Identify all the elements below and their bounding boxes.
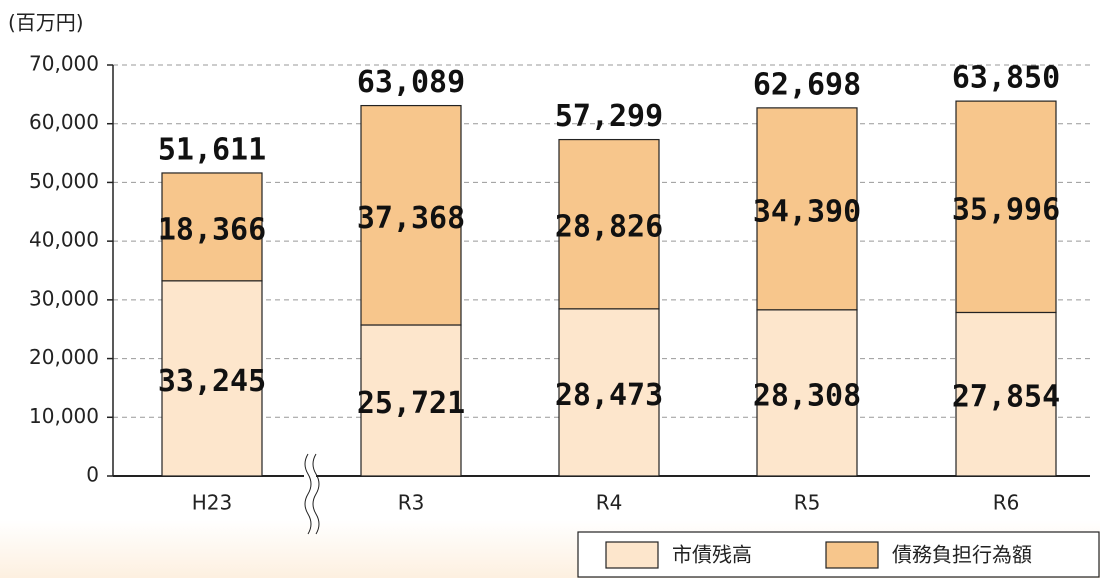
legend-label: 債務負担行為額 xyxy=(892,543,1032,567)
bar-segment xyxy=(360,324,462,477)
y-tick-label: 70,000 xyxy=(29,52,99,76)
value-label: 37,368 xyxy=(357,201,465,236)
value-label: 35,996 xyxy=(952,192,1060,227)
x-tick-label: H23 xyxy=(192,491,233,515)
value-label: 28,826 xyxy=(555,210,663,245)
bar-segment xyxy=(161,172,263,282)
total-label: 57,299 xyxy=(555,99,663,134)
legend-label: 市債残高 xyxy=(672,543,752,567)
y-tick-label: 50,000 xyxy=(29,169,99,193)
bar-segment xyxy=(955,100,1057,314)
axis-break xyxy=(304,453,312,535)
value-label: 25,721 xyxy=(357,386,465,421)
y-tick-label: 20,000 xyxy=(29,345,99,369)
bar-segment xyxy=(955,311,1057,477)
y-tick-label: 40,000 xyxy=(29,228,99,252)
bar-segment xyxy=(558,308,660,477)
bar-segment xyxy=(161,280,263,477)
y-tick-label: 0 xyxy=(86,463,99,487)
legend-swatch xyxy=(605,541,659,569)
x-tick-label: R5 xyxy=(794,491,821,515)
y-tick-label: 10,000 xyxy=(29,404,99,428)
legend-swatch xyxy=(825,541,879,569)
value-label: 28,308 xyxy=(753,378,861,413)
value-label: 33,245 xyxy=(158,364,266,399)
total-label: 62,698 xyxy=(753,67,861,102)
bar-segment xyxy=(756,107,858,311)
x-tick-label: R3 xyxy=(398,491,425,515)
total-label: 51,611 xyxy=(158,132,266,167)
unit-label: (百万円) xyxy=(8,11,84,35)
bar-segment xyxy=(558,138,660,310)
y-tick-label: 60,000 xyxy=(29,110,99,134)
legend: 市債残高 債務負担行為額 xyxy=(577,531,1100,578)
x-tick-label: R6 xyxy=(993,491,1020,515)
x-tick-label: R4 xyxy=(596,491,623,515)
y-tick-label: 30,000 xyxy=(29,286,99,310)
value-label: 27,854 xyxy=(952,380,1060,415)
total-label: 63,089 xyxy=(357,65,465,100)
bar-segment xyxy=(756,309,858,477)
value-label: 18,366 xyxy=(158,212,266,247)
bar-segment xyxy=(360,104,462,326)
value-label: 34,390 xyxy=(753,194,861,229)
total-label: 63,850 xyxy=(952,61,1060,96)
value-label: 28,473 xyxy=(555,378,663,413)
axis-break xyxy=(312,453,320,535)
